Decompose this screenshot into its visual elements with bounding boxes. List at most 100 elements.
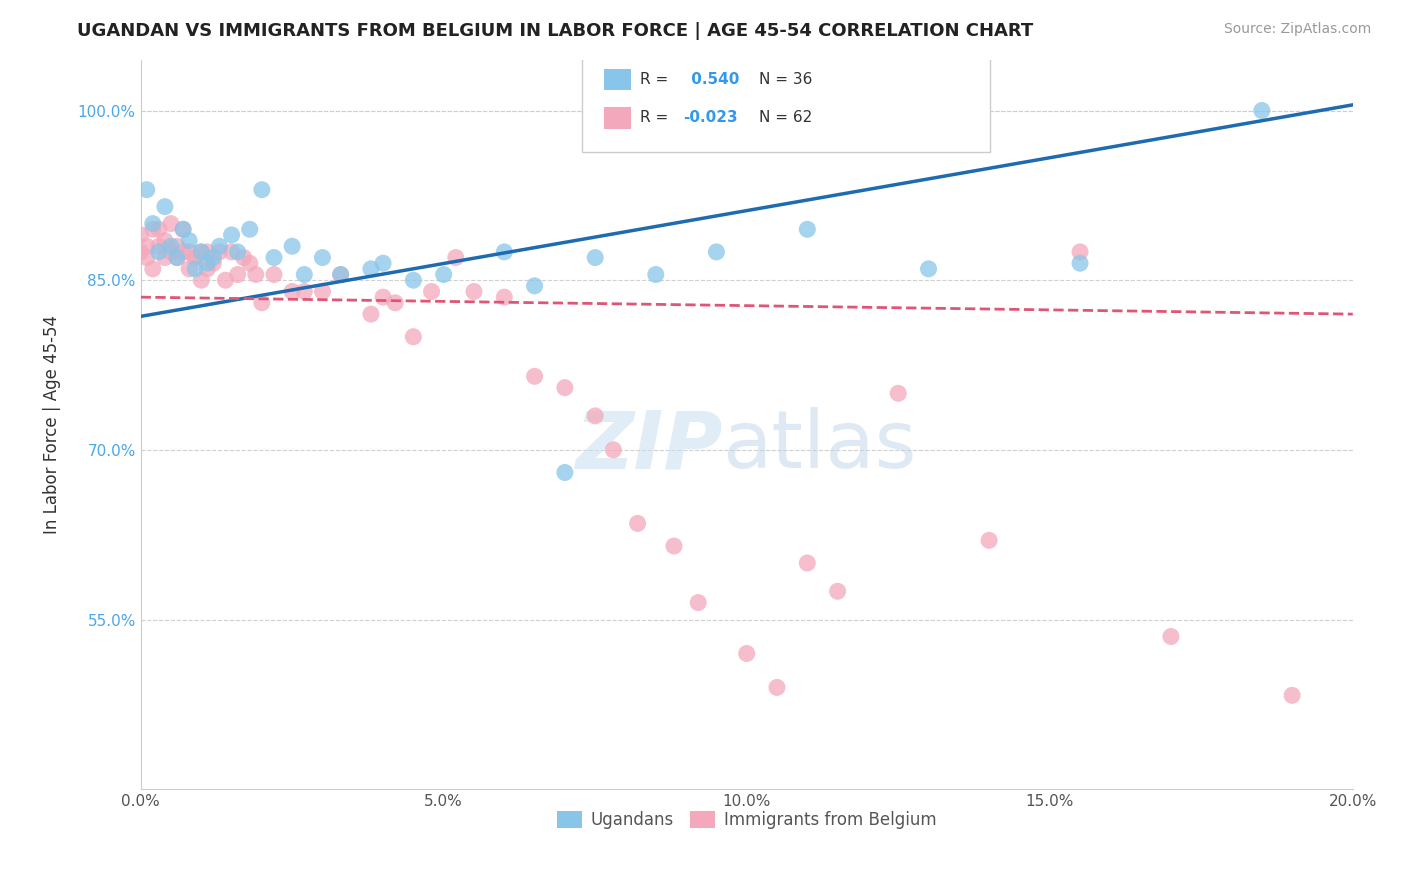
Point — [371, 290, 394, 304]
Point — [221, 244, 243, 259]
Point — [602, 442, 624, 457]
Point — [239, 256, 262, 270]
Point — [583, 409, 606, 423]
Point — [706, 244, 728, 259]
Point — [494, 244, 516, 259]
Point — [281, 239, 304, 253]
Point — [202, 251, 225, 265]
Point — [195, 261, 218, 276]
Point — [142, 217, 165, 231]
Point — [494, 290, 516, 304]
Point — [184, 251, 207, 265]
Point — [1069, 256, 1091, 270]
Point — [887, 386, 910, 401]
Point — [184, 251, 207, 265]
Text: R =: R = — [640, 72, 673, 87]
Point — [179, 261, 201, 276]
Point — [221, 227, 243, 242]
Point — [626, 516, 648, 531]
Point — [463, 285, 485, 299]
Point — [1160, 630, 1182, 644]
Point — [796, 556, 818, 570]
Point — [142, 261, 165, 276]
Point — [329, 268, 352, 282]
Y-axis label: In Labor Force | Age 45-54: In Labor Force | Age 45-54 — [44, 315, 60, 534]
Point — [214, 273, 236, 287]
Point — [226, 244, 249, 259]
Text: N = 36: N = 36 — [759, 72, 813, 87]
Point — [208, 239, 231, 253]
Text: Source: ZipAtlas.com: Source: ZipAtlas.com — [1223, 22, 1371, 37]
Point — [402, 273, 425, 287]
Text: UGANDAN VS IMMIGRANTS FROM BELGIUM IN LABOR FORCE | AGE 45-54 CORRELATION CHART: UGANDAN VS IMMIGRANTS FROM BELGIUM IN LA… — [77, 22, 1033, 40]
Point — [208, 244, 231, 259]
Point — [827, 584, 849, 599]
Point — [554, 466, 576, 480]
Point — [172, 244, 194, 259]
Point — [226, 268, 249, 282]
Point — [311, 251, 333, 265]
FancyBboxPatch shape — [605, 107, 630, 128]
Point — [166, 251, 188, 265]
Point — [190, 244, 212, 259]
Point — [160, 244, 183, 259]
Point — [179, 234, 201, 248]
Point — [172, 222, 194, 236]
Point — [444, 251, 467, 265]
Point — [402, 330, 425, 344]
Point — [135, 251, 157, 265]
Point — [554, 381, 576, 395]
Point — [1281, 689, 1303, 703]
Point — [292, 285, 315, 299]
Point — [172, 222, 194, 236]
Point — [179, 244, 201, 259]
Point — [329, 268, 352, 282]
Point — [153, 234, 176, 248]
Point — [166, 251, 188, 265]
Point — [129, 227, 152, 242]
Point — [190, 244, 212, 259]
Point — [281, 285, 304, 299]
Point — [263, 251, 285, 265]
Point — [232, 251, 254, 265]
Point — [979, 533, 1001, 548]
Text: N = 62: N = 62 — [759, 110, 813, 125]
Point — [142, 222, 165, 236]
Point — [245, 268, 267, 282]
Point — [160, 217, 183, 231]
Point — [292, 268, 315, 282]
Point — [135, 239, 157, 253]
Point — [384, 295, 406, 310]
Text: R =: R = — [640, 110, 673, 125]
Point — [1250, 103, 1272, 118]
Text: 0.540: 0.540 — [686, 72, 740, 87]
Point — [195, 256, 218, 270]
Point — [420, 285, 443, 299]
Point — [688, 596, 710, 610]
Point — [190, 273, 212, 287]
Point — [129, 244, 152, 259]
Point — [263, 268, 285, 282]
Legend: Ugandans, Immigrants from Belgium: Ugandans, Immigrants from Belgium — [550, 804, 943, 836]
Point — [796, 222, 818, 236]
Point — [917, 261, 939, 276]
Point — [583, 251, 606, 265]
Text: atlas: atlas — [723, 408, 917, 485]
Point — [523, 278, 546, 293]
Point — [433, 268, 456, 282]
Point — [202, 256, 225, 270]
Point — [735, 647, 758, 661]
Text: -0.023: -0.023 — [683, 110, 737, 125]
Point — [148, 244, 170, 259]
Point — [148, 239, 170, 253]
Point — [1069, 244, 1091, 259]
Point — [523, 369, 546, 384]
Point — [239, 222, 262, 236]
Point — [184, 261, 207, 276]
Point — [644, 268, 666, 282]
Point — [360, 307, 382, 321]
Point — [148, 222, 170, 236]
Point — [166, 239, 188, 253]
Point — [153, 200, 176, 214]
Point — [250, 295, 273, 310]
